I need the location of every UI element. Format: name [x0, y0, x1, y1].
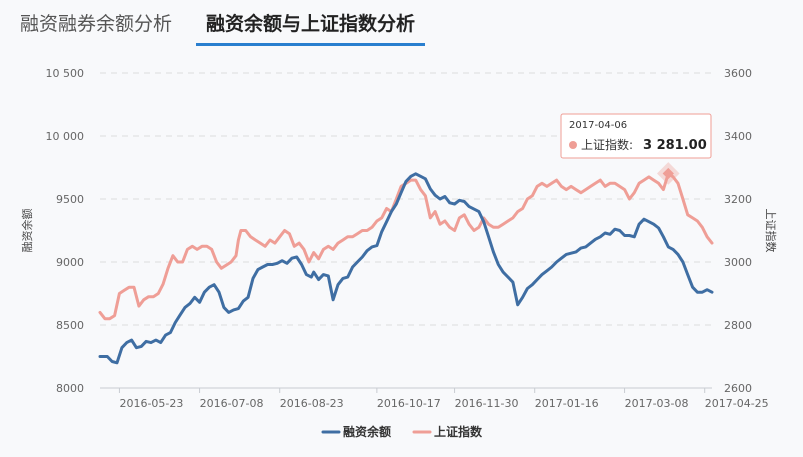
active-tab-underline: [196, 43, 426, 46]
legend: 融资余额 上证指数: [321, 424, 483, 439]
y-right-axis-title: 上证指数: [764, 209, 778, 253]
dual-axis-line-chart: 8000 8500 9000 9500 10 000 10 500 2600 2800 3000…: [20, 67, 778, 439]
tooltip-box: [560, 113, 712, 159]
y-left-tick-label: 9500: [56, 193, 84, 206]
y-left-tick-label: 8500: [56, 319, 84, 332]
tab-label: 融资余额与上证指数分析: [206, 13, 416, 35]
x-tick-label: 2016-08-23: [280, 397, 344, 410]
legend-financing-balance-label: 融资余额: [343, 424, 391, 439]
y-right-tick-label: 3000: [724, 256, 752, 269]
y-left-axis-title: 融资余额: [20, 209, 34, 253]
tooltip-date: 2017-04-06: [569, 120, 627, 131]
series-line-sse-index: [98, 172, 714, 321]
tooltip-value: 3 281.00: [643, 138, 707, 153]
y-right-tick-label: 3200: [724, 193, 752, 206]
x-tick-label: 2016-07-08: [200, 397, 264, 410]
series-line-financing-balance: [98, 172, 714, 365]
y-left-tick-label: 8000: [56, 382, 84, 395]
y-right-tick-label: 3400: [724, 130, 752, 143]
tab-label: 融资融券余额分析: [20, 13, 173, 35]
axis-layer: 8000 8500 9000 9500 10 000 10 500 2600 2800 3000…: [20, 67, 778, 410]
tooltip: 2017-04-06 上证指数: 3 281.00: [560, 113, 712, 185]
x-tick-label: 2016-05-23: [119, 397, 183, 410]
tab-financing-vs-index[interactable]: 融资余额与上证指数分析: [196, 12, 426, 46]
tab-margin-balance-analysis[interactable]: 融资融券余额分析: [20, 12, 172, 46]
x-tick-label: 2017-04-25: [705, 397, 769, 410]
y-right-tick-label: 2600: [724, 382, 752, 395]
x-tick-label: 2016-10-17: [377, 397, 441, 410]
legend-sse-index-label: 上证指数: [434, 424, 483, 439]
tooltip-series-name: 上证指数:: [581, 137, 633, 152]
tooltip-series-dot: [569, 141, 577, 149]
y-left-tick-label: 9000: [56, 256, 84, 269]
series-layer: [98, 172, 714, 365]
tab-bar: 融资融券余额分析 融资余额与上证指数分析: [0, 0, 803, 46]
y-right-tick-label: 2800: [724, 319, 752, 332]
x-tick-label: 2017-03-08: [625, 397, 689, 410]
y-right-tick-label: 3600: [724, 67, 752, 80]
x-tick-label: 2016-11-30: [455, 397, 519, 410]
y-left-tick-label: 10 000: [46, 130, 85, 143]
grid-layer: [100, 72, 712, 326]
y-left-tick-label: 10 500: [46, 67, 85, 80]
x-tick-label: 2017-01-16: [535, 397, 599, 410]
